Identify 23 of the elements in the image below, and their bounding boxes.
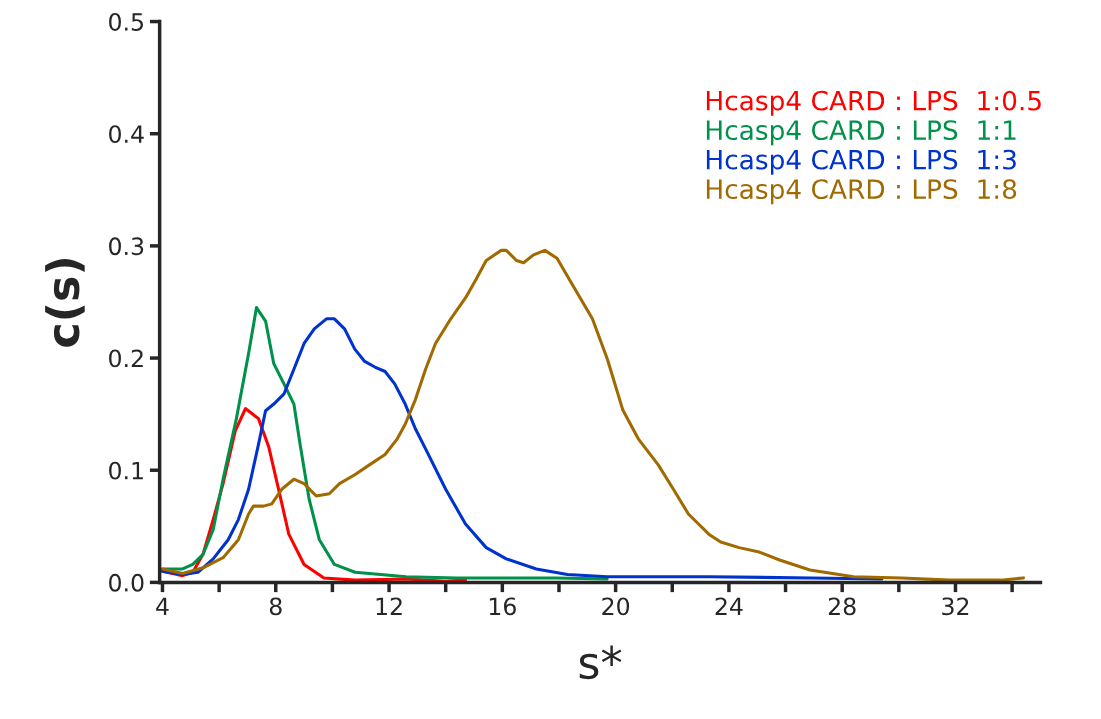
y-tick-label: 0.3	[109, 237, 144, 256]
x-tick-label: 12	[376, 597, 402, 615]
y-tick-label: 0.1	[109, 461, 143, 480]
text: Hcasp4 CARD : LPS 1:3	[706, 149, 1016, 175]
line-series	[160, 306, 609, 581]
x-tick-label: 28	[828, 597, 856, 616]
text: Hcasp4 CARD : LPS 1:1	[706, 120, 1016, 146]
line-series	[160, 317, 884, 581]
x-tick-label: 4	[156, 597, 169, 615]
x-axis-title: s*	[579, 645, 622, 680]
y-axis-title: c(s)	[45, 259, 85, 347]
line-series	[160, 248, 1025, 582]
x-tick-label: 32	[942, 597, 969, 616]
y-tick-label: 0.0	[109, 573, 144, 592]
text: Hcasp4 CARD : LPS 1:8	[706, 179, 1017, 205]
y-tick-label: 0.2	[109, 349, 143, 368]
x-tick-label: 16	[489, 597, 516, 616]
y-tick-label: 0.4	[109, 125, 144, 144]
x-tick-label: 24	[715, 597, 743, 615]
x-tick-label: 20	[602, 597, 630, 616]
x-tick-label: 8	[269, 597, 282, 616]
text: Hcasp4 CARD : LPS 1:0.5	[706, 90, 1041, 116]
y-tick-label: 0.5	[109, 13, 143, 31]
